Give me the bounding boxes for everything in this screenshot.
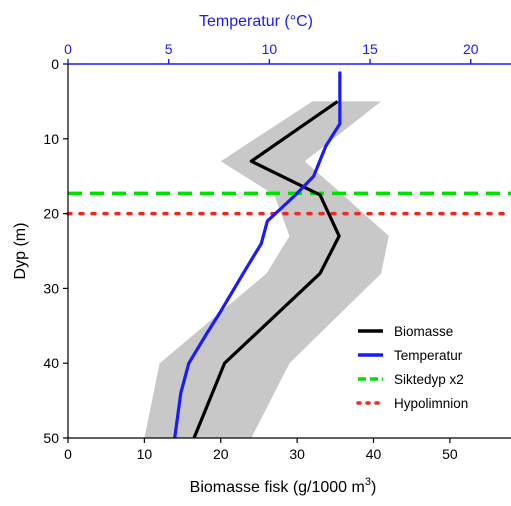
bottom-tick-label-30: 30 — [289, 446, 305, 462]
bottom-tick-label-50: 50 — [442, 446, 458, 462]
biomass-band-area — [144, 101, 389, 439]
legend-label-siktedyp-x2: Siktedyp x2 — [394, 372, 464, 387]
biomasse-line — [192, 100, 341, 439]
legend-label-biomasse: Biomasse — [394, 324, 453, 339]
bottom-tick-label-0: 0 — [64, 446, 72, 462]
axes: 0 10 20 30 40 50 0 10 20 30 40 50 0 5 10 15 20 — [43, 41, 511, 462]
legend: Biomasse Temperatur Siktedyp x2 Hypolimnion — [356, 324, 468, 411]
y-tick-label-10: 10 — [43, 131, 59, 147]
bottom-axis-title-main: Biomasse fisk (g/1000 m — [190, 479, 365, 496]
top-tick-label-5: 5 — [165, 41, 173, 57]
y-tick-label-20: 20 — [43, 206, 59, 222]
top-tick-label-20: 20 — [463, 41, 479, 57]
top-tick-label-0: 0 — [64, 41, 72, 57]
series-lines — [173, 71, 342, 439]
y-tick-label-40: 40 — [43, 355, 59, 371]
bottom-tick-label-40: 40 — [366, 446, 382, 462]
bottom-axis-title: Biomasse fisk (g/1000 m3) — [190, 476, 377, 496]
y-tick-label-30: 30 — [43, 280, 59, 296]
top-tick-label-15: 15 — [362, 41, 378, 57]
y-tick-label-0: 0 — [51, 56, 59, 72]
reference-lines — [66, 191, 511, 216]
bottom-tick-label-10: 10 — [137, 446, 153, 462]
bottom-axis-title-sup: 3 — [365, 476, 371, 488]
temperatur-line — [173, 71, 342, 439]
top-tick-label-10: 10 — [262, 41, 278, 57]
y-tick-label-50: 50 — [43, 430, 59, 446]
top-axis-title: Temperatur (°C) — [199, 13, 313, 30]
y-axis-title: Dyp (m) — [12, 223, 29, 280]
legend-label-temperatur: Temperatur — [394, 348, 463, 363]
legend-label-hypolimnion: Hypolimnion — [394, 396, 468, 411]
bottom-axis-title-close: ) — [371, 479, 376, 496]
biomass-confidence-band — [144, 101, 389, 439]
bottom-tick-label-20: 20 — [213, 446, 229, 462]
